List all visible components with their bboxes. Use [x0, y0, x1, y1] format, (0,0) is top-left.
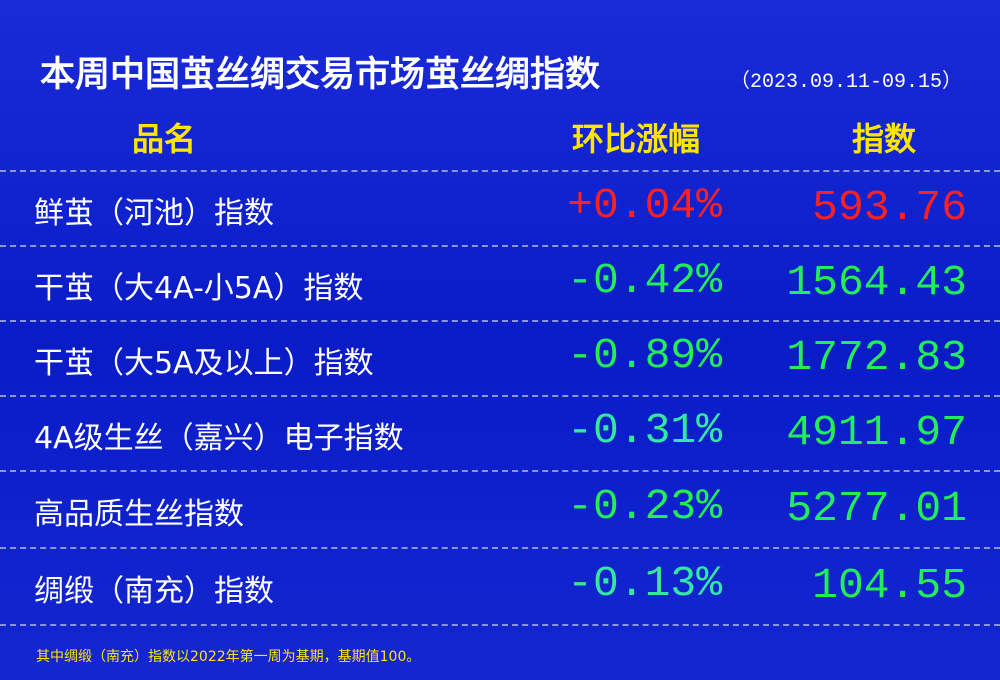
- row-divider: [0, 547, 1000, 549]
- column-header: 品名: [132, 120, 197, 158]
- change-percent: -0.89%: [567, 330, 722, 380]
- item-name: 4A级生丝（嘉兴）电子指数: [34, 420, 404, 456]
- change-percent: -0.13%: [567, 558, 722, 608]
- index-value: 1772.83: [786, 332, 967, 382]
- index-value: 4911.97: [786, 407, 967, 457]
- row-divider: [0, 320, 1000, 322]
- row-divider: [0, 245, 1000, 247]
- index-value: 593.76: [812, 182, 967, 232]
- column-header: 环比涨幅: [572, 120, 701, 158]
- row-divider: [0, 470, 1000, 472]
- change-percent: -0.23%: [567, 481, 722, 531]
- index-value: 104.55: [812, 560, 967, 610]
- row-divider: [0, 395, 1000, 397]
- index-value: 1564.43: [786, 257, 967, 307]
- date-range: （2023.09.11-09.15）: [730, 71, 963, 94]
- item-name: 鲜茧（河池）指数: [34, 195, 274, 231]
- title: 本周中国茧丝绸交易市场茧丝绸指数: [40, 55, 601, 95]
- change-percent: -0.31%: [567, 405, 722, 455]
- change-percent: +0.04%: [567, 180, 722, 230]
- item-name: 高品质生丝指数: [34, 496, 244, 532]
- item-name: 干茧（大4A-小5A）指数: [34, 270, 364, 306]
- row-divider: [0, 170, 1000, 172]
- column-header: 指数: [852, 120, 917, 158]
- change-percent: -0.42%: [567, 255, 722, 305]
- item-name: 绸缎（南充）指数: [34, 573, 274, 609]
- row-divider: [0, 624, 1000, 626]
- footnote: 其中绸缎（南充）指数以2022年第一周为基期，基期值100。: [36, 649, 421, 665]
- item-name: 干茧（大5A及以上）指数: [34, 345, 374, 381]
- index-value: 5277.01: [786, 483, 967, 533]
